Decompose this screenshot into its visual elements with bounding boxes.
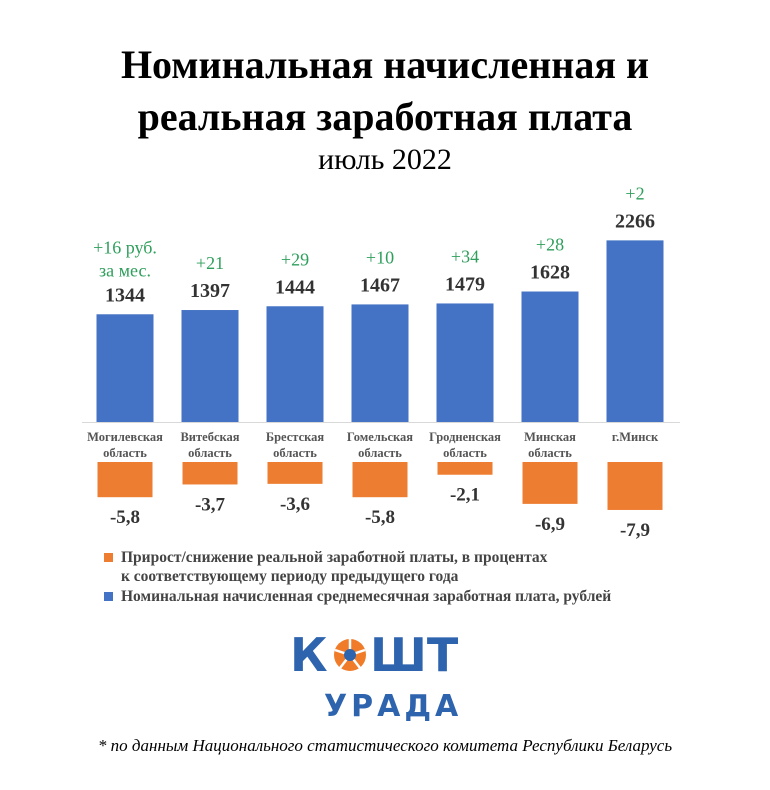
nominal-wage-value-label: 1344: [105, 284, 145, 306]
nominal-change-label: +2: [625, 183, 644, 203]
real-wage-change-bar: [182, 462, 238, 485]
logo-letters-sht: ШТ: [370, 628, 459, 682]
real-wage-change-value-label: -5,8: [110, 507, 140, 528]
real-wage-change-value-label: -6,9: [535, 514, 565, 535]
real-wage-change-bar: [267, 462, 323, 484]
real-wage-change-value-label: -3,7: [195, 494, 226, 515]
nominal-wage-bar: [436, 303, 494, 422]
real-wage-change-bar: [97, 462, 153, 498]
logo-letter-k: К: [290, 628, 328, 682]
real-wage-change-bar: [522, 462, 578, 504]
category-label: область: [443, 446, 487, 460]
legend-item-real-wage: Прирост/снижение реальной заработной пла…: [104, 548, 547, 586]
category-label: область: [358, 446, 402, 460]
nominal-wage-value-label: 1628: [530, 262, 570, 284]
legend-label-nominal-wage: Номинальная начисленная среднемесячная з…: [121, 588, 612, 605]
real-wage-change-bar: [352, 462, 408, 498]
nominal-wage-bar: [266, 306, 324, 422]
nominal-wage-bar: [351, 304, 409, 422]
nominal-change-label: +34: [451, 246, 479, 266]
legend-swatch-blue: [104, 592, 113, 601]
logo-orange-slice-icon: [334, 639, 366, 671]
nominal-wage-value-label: 1397: [190, 280, 230, 302]
nominal-wage-value-label: 1479: [445, 273, 485, 295]
chart-title-line1: Номинальная начисленная и: [120, 42, 650, 87]
nominal-wage-value-label: 1467: [360, 274, 400, 296]
real-wage-change-value-label: -5,8: [365, 507, 395, 528]
chart-title-line2: реальная заработная плата: [137, 94, 633, 139]
legend-item-nominal-wage: Номинальная начисленная среднемесячная з…: [104, 587, 611, 606]
legend-label-real-wage: Прирост/снижение реальной заработной пла…: [121, 548, 547, 586]
category-label: Гродненская: [429, 430, 501, 444]
nominal-wage-bar: [96, 314, 154, 422]
legend-label-real-wage-line1: Прирост/снижение реальной заработной пла…: [121, 549, 548, 566]
category-label: г.Минск: [612, 430, 659, 444]
legend-label-real-wage-line2: к соответствующему периоду предыдущего г…: [121, 568, 459, 585]
real-wage-change-value-label: -3,6: [280, 494, 310, 515]
bar-chart: 1344 +16 руб. за мес. Могилевская область -5,…: [82, 183, 680, 541]
nominal-change-label: +16 руб.: [93, 237, 157, 257]
nominal-wage-value-label: 1444: [275, 276, 315, 298]
real-wage-change-bar: [437, 462, 493, 475]
nominal-wage-bar: [181, 310, 239, 422]
category-label: область: [188, 446, 232, 460]
footnote: * по данным Национального статистическог…: [97, 736, 673, 755]
nominal-change-label: +10: [366, 247, 394, 267]
category-label: область: [103, 446, 147, 460]
nominal-wage-bar: [521, 291, 579, 422]
real-wage-change-bar: [607, 462, 663, 510]
nominal-change-label: за мес.: [99, 260, 151, 280]
category-label: Могилевская: [87, 430, 163, 444]
nominal-wage-value-label: 2266: [615, 210, 655, 232]
category-label: область: [273, 446, 317, 460]
category-label: Гомельская: [347, 430, 413, 444]
category-label: Брестская: [266, 430, 325, 444]
kosht-urada-logo: К ШТ УРАДА: [290, 628, 462, 724]
nominal-wage-bar: [606, 240, 664, 422]
nominal-change-label: +21: [196, 253, 224, 273]
chart-subtitle: июль 2022: [318, 143, 452, 176]
category-label: Витебская: [180, 430, 239, 444]
logo-word-urada: УРАДА: [324, 689, 462, 724]
category-label: область: [528, 446, 572, 460]
category-label: Минская: [524, 430, 576, 444]
legend-swatch-orange: [104, 553, 113, 562]
real-wage-change-value-label: -7,9: [620, 520, 650, 541]
real-wage-change-value-label: -2,1: [450, 485, 480, 506]
nominal-change-label: +28: [536, 235, 564, 255]
nominal-change-label: +29: [281, 249, 309, 269]
